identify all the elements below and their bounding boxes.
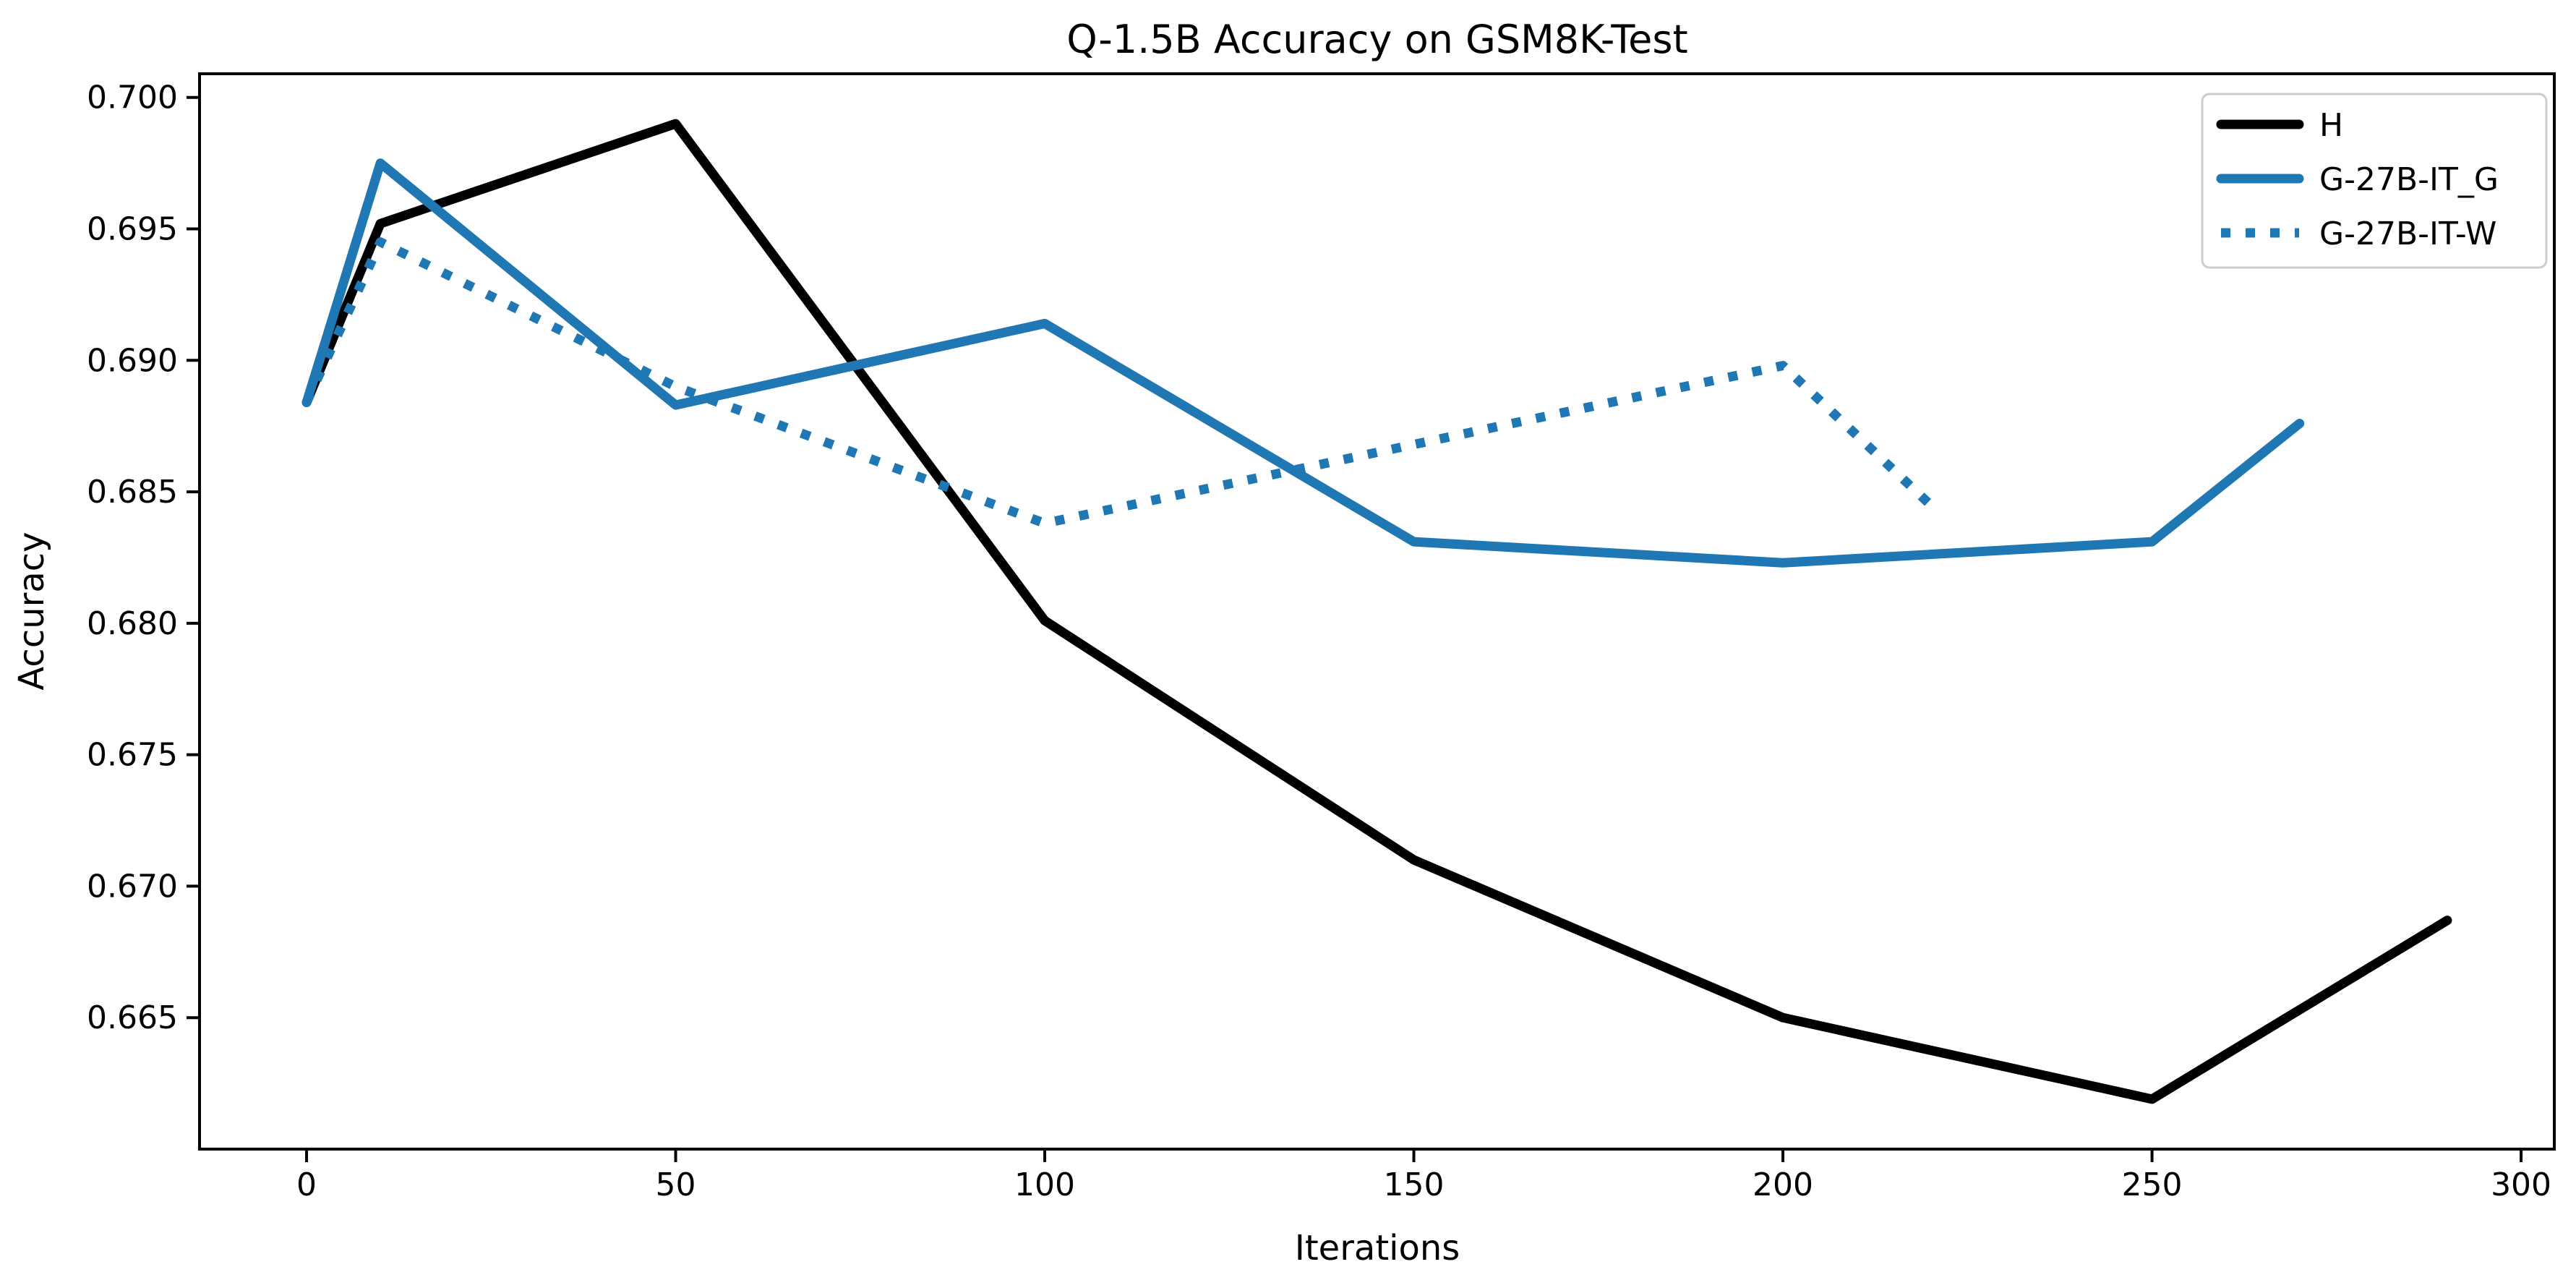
x-tick-label: 50 (656, 1166, 696, 1203)
y-tick-label: 0.700 (87, 80, 178, 116)
legend-label: G-27B-IT-W (2319, 216, 2496, 252)
legend: H G-27B-IT_G G-27B-IT-W (2201, 93, 2548, 269)
series-line-G-27B-IT_G (301, 158, 2305, 568)
legend-label: H (2319, 107, 2343, 144)
x-tick-label: 200 (1753, 1166, 1813, 1203)
series-line-G-27B-IT-W (302, 237, 1934, 529)
x-tick-label: 250 (2122, 1166, 2183, 1203)
y-axis-label: Accuracy (12, 532, 52, 690)
y-tick-label: 0.685 (87, 474, 178, 511)
y-tick-label: 0.665 (87, 999, 178, 1036)
x-tick-label: 100 (1014, 1166, 1075, 1203)
legend-label: G-27B-IT_G (2319, 161, 2499, 198)
y-tick-label: 0.670 (87, 868, 178, 905)
x-axis-ticks: 0 50 100 150 200 250 300 (296, 1149, 2551, 1203)
chart-title: Q-1.5B Accuracy on GSM8K-Test (1066, 17, 1687, 62)
y-tick-label: 0.690 (87, 342, 178, 379)
x-tick-label: 150 (1384, 1166, 1445, 1203)
x-tick-label: 300 (2491, 1166, 2551, 1203)
series-lines (301, 119, 2452, 1104)
y-axis-ticks: 0.700 0.695 0.690 0.685 0.680 0.675 0.670 0.665 (87, 80, 200, 1036)
legend-frame (2201, 93, 2548, 269)
y-tick-label: 0.675 (87, 737, 178, 774)
x-axis-label: Iterations (1295, 1228, 1460, 1268)
series-line-H (301, 119, 2452, 1104)
y-tick-label: 0.695 (87, 211, 178, 248)
plot-area-frame (198, 72, 2556, 1151)
x-tick-label: 0 (296, 1166, 317, 1203)
y-tick-label: 0.680 (87, 605, 178, 642)
